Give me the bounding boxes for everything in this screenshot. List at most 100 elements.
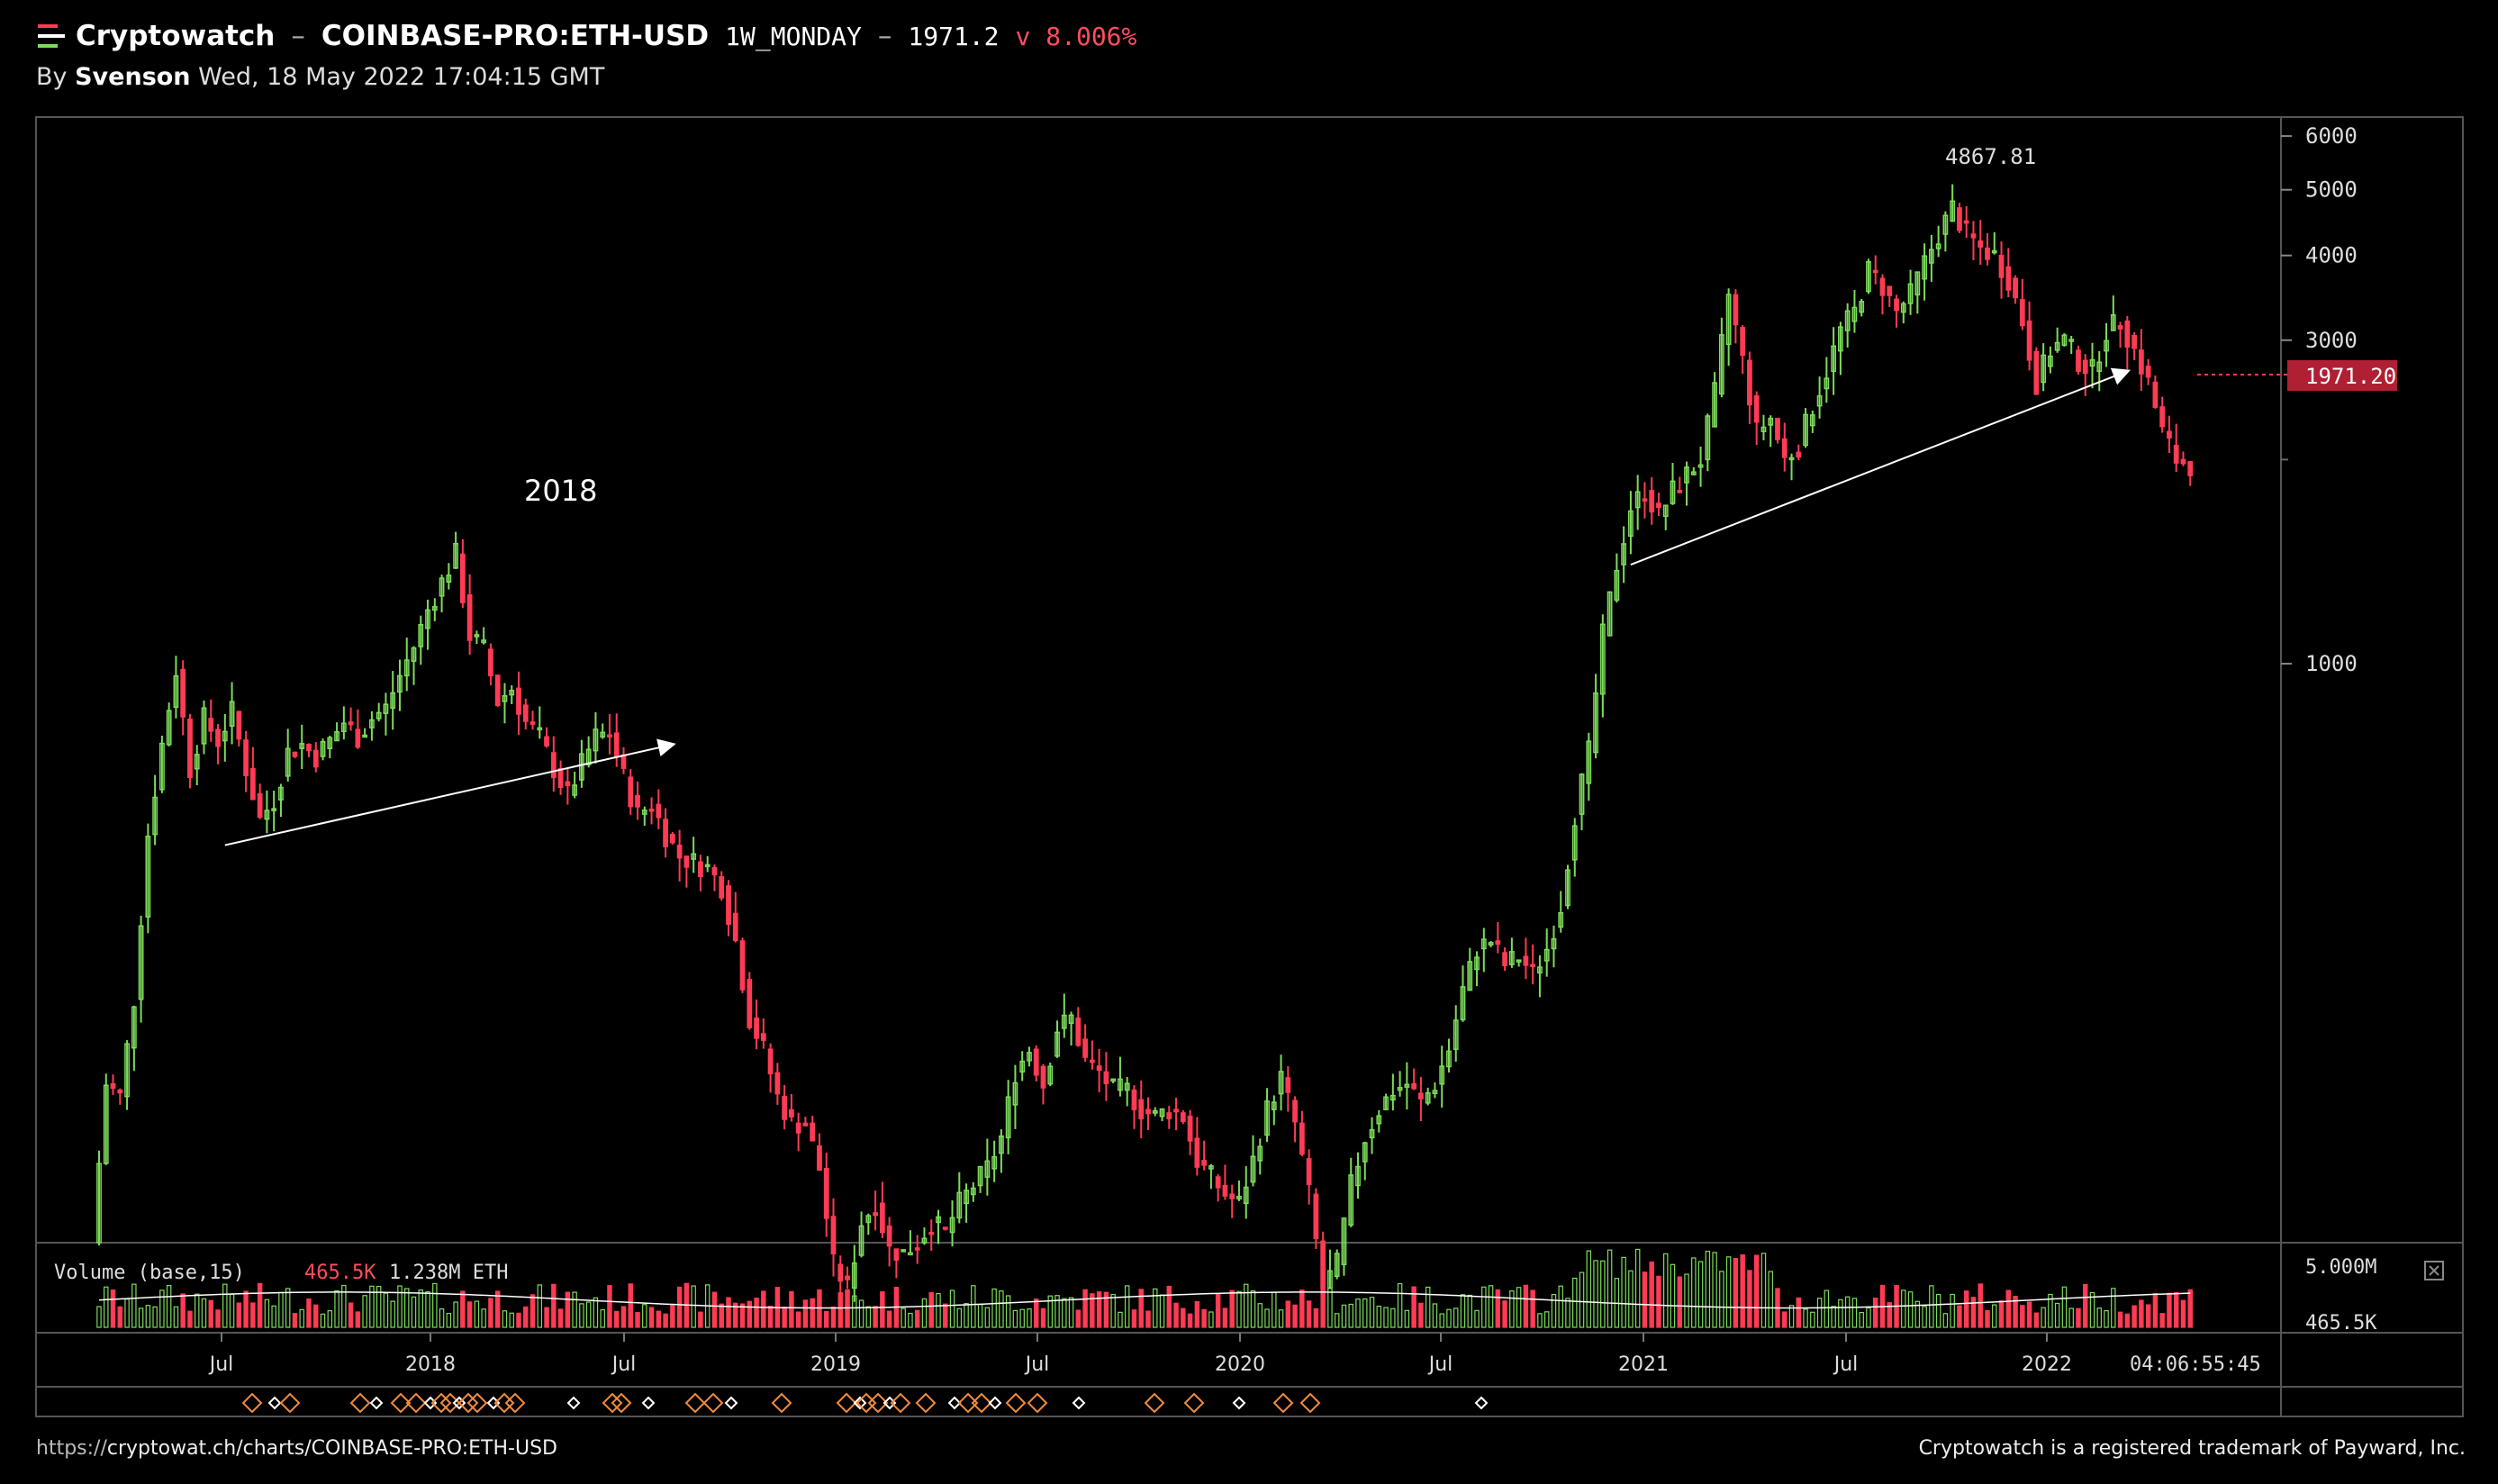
last-price: 1971.2 (908, 21, 1000, 51)
footer-url[interactable]: https://cryptowat.ch/charts/COINBASE-PRO… (36, 1437, 557, 1460)
event-marker-icon[interactable] (1005, 1392, 1027, 1414)
volume-bar (516, 1312, 521, 1328)
volume-bar (908, 1312, 913, 1328)
event-marker-icon[interactable] (890, 1392, 911, 1414)
candle (117, 1088, 123, 1105)
event-marker-icon[interactable] (602, 1392, 623, 1414)
brand[interactable]: Cryptowatch (36, 20, 275, 52)
candle (529, 710, 536, 730)
event-marker-icon[interactable] (1144, 1392, 1165, 1414)
volume-bar (1082, 1289, 1088, 1328)
time-tick-label: 2019 (810, 1353, 861, 1376)
event-marker-icon[interactable] (611, 1392, 632, 1414)
event-marker-icon[interactable] (504, 1392, 526, 1414)
event-marker-icon[interactable] (1027, 1392, 1048, 1414)
event-marker-icon[interactable] (486, 1396, 501, 1410)
candle (249, 747, 256, 801)
candle (691, 837, 697, 873)
event-marker-icon[interactable] (1183, 1392, 1205, 1414)
candle (236, 710, 242, 747)
candle (152, 774, 158, 846)
event-marker-icon[interactable] (947, 1396, 962, 1410)
event-marker-icon[interactable] (771, 1392, 792, 1414)
volume-bar (823, 1310, 829, 1328)
volume-bar (943, 1303, 948, 1328)
candle (1278, 1054, 1284, 1111)
event-marker-icon[interactable] (915, 1392, 937, 1414)
event-marker-icon[interactable] (971, 1392, 992, 1414)
event-marker-icon[interactable] (1299, 1392, 1321, 1414)
event-marker-icon[interactable] (836, 1392, 857, 1414)
candle (774, 1063, 781, 1105)
candle (1047, 1063, 1054, 1087)
event-marker-icon[interactable] (423, 1396, 438, 1410)
volume-bar (1649, 1261, 1654, 1328)
event-marker-icon[interactable] (369, 1396, 384, 1410)
volume-bar (306, 1298, 312, 1328)
event-marker-icon[interactable] (430, 1392, 452, 1414)
trendline-arrow[interactable] (1630, 367, 2131, 566)
candle (970, 1181, 976, 1202)
candle (1551, 925, 1557, 968)
trendline-arrow[interactable] (224, 738, 676, 846)
volume-bar (971, 1285, 976, 1328)
volume-bar (928, 1292, 934, 1328)
volume-bar (579, 1303, 584, 1328)
time-tick-label: Jul (611, 1353, 637, 1376)
event-marker-icon[interactable] (1232, 1396, 1246, 1410)
candle (124, 1040, 130, 1110)
event-marker-icon[interactable] (390, 1392, 412, 1414)
market-pair[interactable]: COINBASE-PRO:ETH-USD (321, 20, 710, 52)
close-volume-icon[interactable] (2424, 1261, 2444, 1280)
candle (613, 713, 620, 767)
author[interactable]: Svenson (75, 63, 191, 91)
event-marker-icon[interactable] (867, 1392, 889, 1414)
event-marker-icon[interactable] (349, 1392, 371, 1414)
event-marker-icon[interactable] (267, 1396, 282, 1410)
event-marker-icon[interactable] (1072, 1396, 1086, 1410)
event-marker-icon[interactable] (457, 1392, 479, 1414)
volume-bar (1418, 1302, 1424, 1328)
event-marker-icon[interactable] (279, 1392, 301, 1414)
volume-tick: 5.000M (2305, 1256, 2376, 1279)
event-marker-icon[interactable] (853, 1396, 867, 1410)
volume-bar (1103, 1291, 1109, 1328)
event-marker-icon[interactable] (566, 1396, 581, 1410)
candle (1907, 269, 1914, 315)
volume-bar (390, 1300, 395, 1328)
volume-bar (1656, 1275, 1661, 1328)
event-marker-icon[interactable] (702, 1392, 724, 1414)
event-marker-icon[interactable] (405, 1392, 427, 1414)
candle (264, 790, 270, 834)
event-marker-icon[interactable] (241, 1392, 263, 1414)
volume-bar (1292, 1304, 1298, 1328)
candle (466, 574, 473, 656)
volume-bar (2076, 1308, 2081, 1328)
event-marker-icon[interactable] (452, 1396, 466, 1410)
volume-bar (1411, 1286, 1416, 1328)
volume-bar (1838, 1298, 1843, 1328)
candlesticks (96, 184, 2194, 1304)
event-marker-icon[interactable] (1272, 1392, 1294, 1414)
volume-bar (544, 1307, 549, 1328)
event-marker-icon[interactable] (957, 1392, 979, 1414)
event-marker-icon[interactable] (1474, 1396, 1489, 1410)
candle (1292, 1096, 1298, 1143)
event-marker-icon[interactable] (684, 1392, 706, 1414)
volume-bar (1523, 1284, 1529, 1328)
volume-bar (180, 1293, 186, 1328)
event-marker-icon[interactable] (466, 1392, 488, 1414)
volume-bar (1383, 1307, 1389, 1328)
candle (201, 700, 207, 755)
candle (459, 538, 466, 609)
volume-bar (2111, 1288, 2116, 1328)
volume-bar (901, 1308, 906, 1328)
time-tick-label: 2018 (405, 1353, 456, 1376)
candle (1355, 1152, 1361, 1199)
event-marker-icon[interactable] (724, 1396, 738, 1410)
event-marker-icon[interactable] (641, 1396, 656, 1410)
candle (1530, 944, 1536, 985)
volume-bar (1355, 1298, 1361, 1328)
event-marker-icon[interactable] (988, 1396, 1002, 1410)
